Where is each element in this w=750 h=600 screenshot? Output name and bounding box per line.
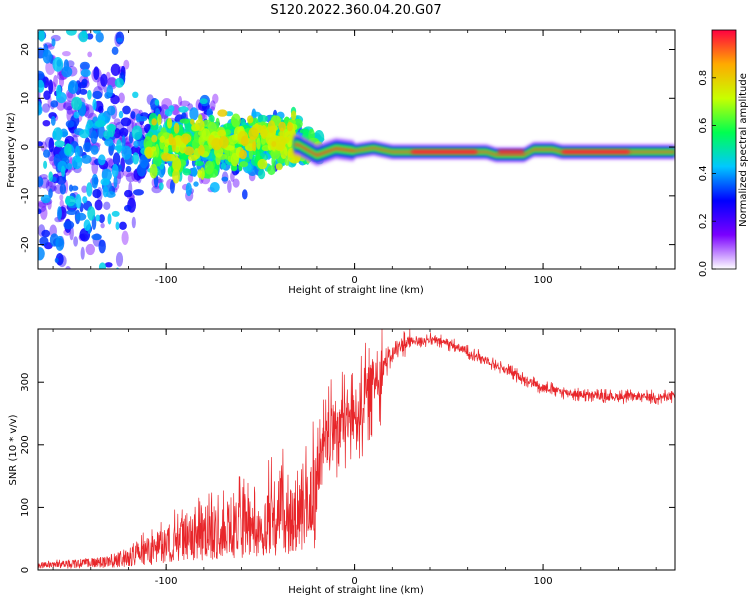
spectrogram-y-axis-label: Frequency (Hz) xyxy=(6,112,17,188)
colorbar-tick-label: 0.4 xyxy=(698,165,709,181)
spectrogram-frame xyxy=(37,29,676,270)
x-tick-label: 0 xyxy=(351,275,357,286)
spectrogram-x-tick-labels: -100 0 100 xyxy=(155,275,553,286)
snr-series-line xyxy=(38,329,675,569)
y-tick-label: 0 xyxy=(20,567,31,573)
spectrogram-ticks xyxy=(38,30,675,269)
colorbar-label: Normalized spectral amplitude xyxy=(738,73,749,227)
y-tick-label: 100 xyxy=(20,498,31,517)
snr-frame xyxy=(37,328,676,571)
snr-x-axis-label: Height of straight line (km) xyxy=(288,585,424,596)
snr-ticks xyxy=(38,329,675,571)
colorbar-ticks xyxy=(712,77,716,270)
y-tick-label: -20 xyxy=(20,236,31,252)
colorbar-tick-label: 0.0 xyxy=(698,261,709,277)
y-tick-label: 200 xyxy=(20,435,31,454)
colorbar-tick-label: 0.6 xyxy=(698,118,709,134)
y-tick-label: 20 xyxy=(20,43,31,56)
colorbar-tick-labels: 0.0 0.2 0.4 0.6 0.8 xyxy=(698,70,709,277)
x-tick-label: 0 xyxy=(351,576,357,587)
colorbar: 0.0 0.2 0.4 0.6 0.8 Normalized spectral ampl… xyxy=(698,29,749,277)
y-tick-label: -10 xyxy=(20,188,31,204)
figure-title: S120.2022.360.04.20.G07 xyxy=(270,3,441,18)
spectrogram-ridge xyxy=(294,134,675,166)
colorbar-frame xyxy=(711,29,737,270)
snr-x-tick-labels: -100 0 100 xyxy=(155,576,553,587)
snr-y-tick-labels: 0 100 200 300 xyxy=(20,373,31,574)
y-tick-label: 300 xyxy=(20,373,31,392)
x-tick-label: -100 xyxy=(155,576,178,587)
x-tick-label: 100 xyxy=(534,275,553,286)
colorbar-tick-label: 0.8 xyxy=(698,70,709,86)
y-tick-label: 10 xyxy=(20,92,31,105)
snr-y-axis-label: SNR (10 * v/v) xyxy=(8,414,19,485)
x-tick-label: 100 xyxy=(534,576,553,587)
spectrogram-x-axis-label: Height of straight line (km) xyxy=(288,285,424,296)
y-tick-label: 0 xyxy=(20,144,31,150)
snr-panel: -100 0 100 0 100 200 300 Height of straight l… xyxy=(8,328,676,596)
x-tick-label: -100 xyxy=(155,275,178,286)
colorbar-tick-label: 0.2 xyxy=(698,213,709,229)
colorbar-gradient xyxy=(712,30,736,269)
spectrogram-y-tick-labels: -20 -10 0 10 20 xyxy=(20,43,31,253)
